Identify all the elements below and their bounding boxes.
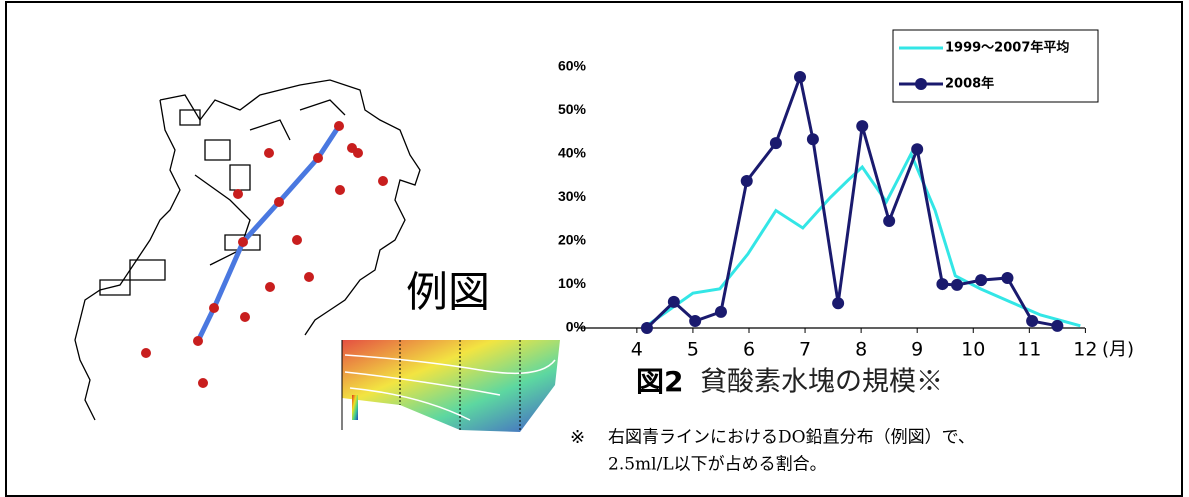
- y-tick-label: 50%: [558, 101, 587, 117]
- point: [975, 274, 988, 287]
- example-label: 例図: [406, 268, 490, 317]
- map: [74, 79, 421, 421]
- y-tick-label: 60%: [558, 58, 587, 74]
- y-tick-label: 0%: [566, 319, 587, 335]
- point: [911, 143, 924, 156]
- point: [883, 214, 896, 227]
- point: [794, 71, 807, 84]
- point: [640, 322, 653, 334]
- note-line: 右図青ラインにおけるDO鉛直分布（例図）で、: [608, 428, 975, 448]
- caption-number: 図2: [636, 365, 683, 398]
- map-stations: [141, 143, 388, 388]
- legend-label: 1999～2007年平均: [945, 40, 1069, 56]
- point: [936, 278, 949, 291]
- point: [769, 137, 782, 150]
- point: [667, 295, 680, 308]
- chart: 0% 10% 20% 30% 40% 50% 60% 4 5 6 7 8 9 10 11 12 (月) 1999～…: [558, 29, 1134, 361]
- x-tick-label: 5: [687, 339, 699, 361]
- x-tick-label: 10: [961, 339, 985, 361]
- note-mark: ※: [570, 427, 585, 448]
- x-tick-label: 12: [1073, 339, 1097, 361]
- point: [1026, 315, 1039, 328]
- x-tick-label: 7: [799, 339, 811, 361]
- legend-box: [892, 29, 1099, 103]
- y-tick-label: 10%: [558, 275, 587, 291]
- caption-text: 貧酸素水塊の規模※: [700, 367, 943, 398]
- legend-marker: [915, 78, 927, 90]
- point: [689, 315, 702, 328]
- x-tick-label: 11: [1017, 339, 1041, 361]
- y-tick-label: 20%: [558, 232, 587, 248]
- point: [714, 305, 727, 318]
- point: [806, 133, 819, 146]
- x-tick-label: 9: [911, 339, 923, 361]
- y-tick-label: 40%: [558, 145, 587, 161]
- x-tick-label: 6: [743, 339, 755, 361]
- point: [832, 297, 845, 310]
- point: [1001, 271, 1014, 284]
- series-line: [648, 150, 1081, 328]
- legend-label: 2008年: [945, 76, 994, 92]
- cross-section-inset: [316, 322, 566, 432]
- x-tick-label: 4: [631, 339, 643, 361]
- x-tick-label: 8: [855, 339, 867, 361]
- transect-stations: [193, 121, 344, 346]
- point: [1051, 319, 1064, 332]
- transect-line: [195, 124, 342, 343]
- point: [950, 278, 963, 291]
- x-axis-label: (月): [1102, 339, 1134, 360]
- point: [740, 174, 753, 187]
- note-line: 2.5ml/L以下が占める割合。: [608, 455, 827, 475]
- point: [856, 120, 869, 133]
- y-tick-label: 30%: [558, 188, 587, 204]
